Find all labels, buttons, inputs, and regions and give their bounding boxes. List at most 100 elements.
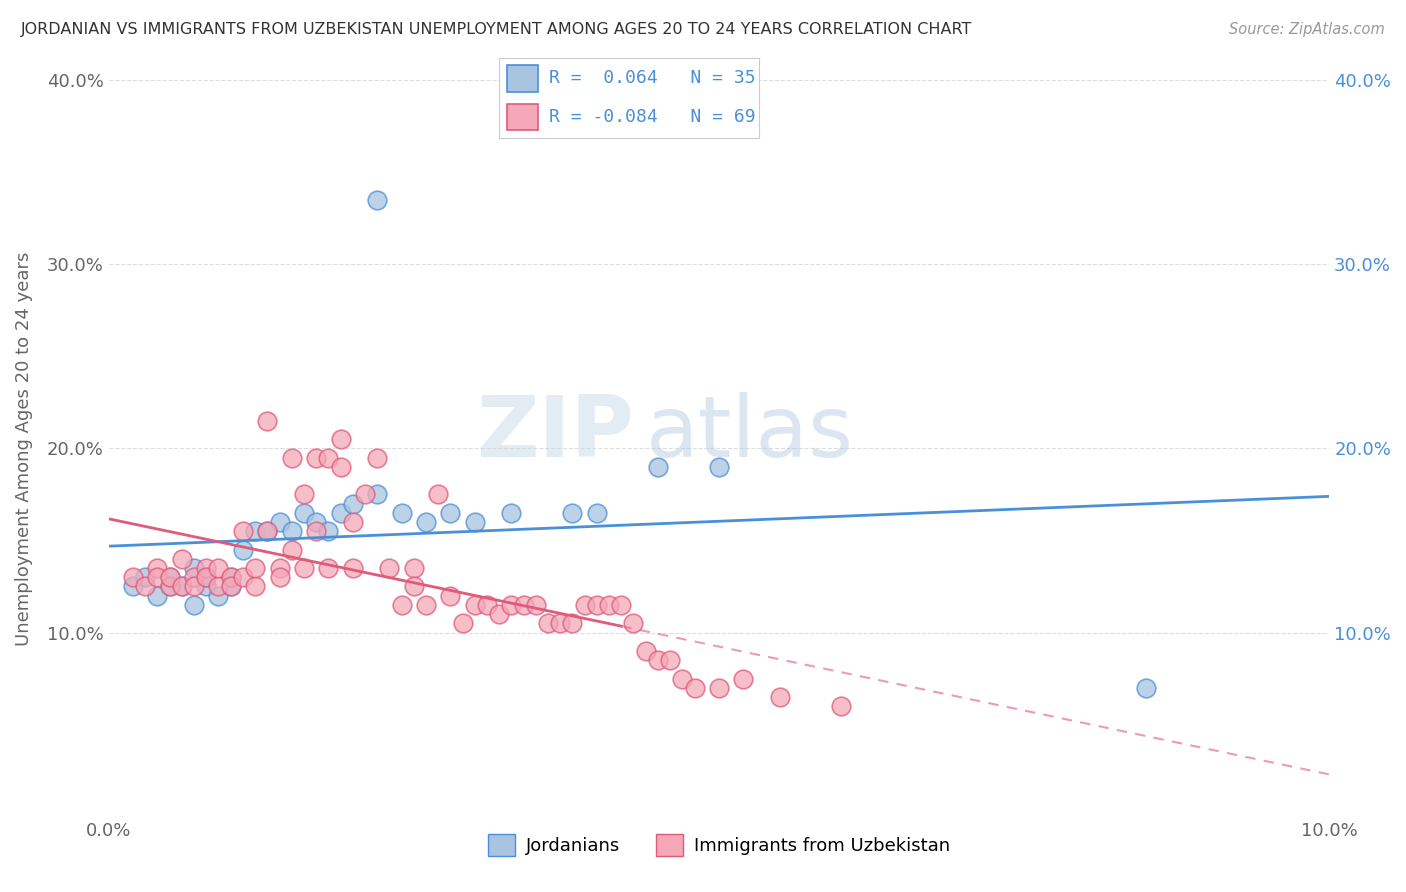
Legend: Jordanians, Immigrants from Uzbekistan: Jordanians, Immigrants from Uzbekistan bbox=[481, 826, 957, 863]
Point bbox=[366, 193, 388, 207]
Point bbox=[243, 579, 266, 593]
Point bbox=[451, 616, 474, 631]
Text: ZIP: ZIP bbox=[475, 392, 634, 475]
Point bbox=[366, 450, 388, 465]
Point bbox=[524, 598, 547, 612]
Y-axis label: Unemployment Among Ages 20 to 24 years: Unemployment Among Ages 20 to 24 years bbox=[15, 252, 32, 646]
Point bbox=[232, 570, 254, 584]
Point bbox=[464, 598, 486, 612]
Point bbox=[391, 598, 413, 612]
Point bbox=[243, 561, 266, 575]
Point bbox=[329, 506, 352, 520]
Point bbox=[342, 515, 364, 529]
Point bbox=[488, 607, 510, 621]
Point bbox=[183, 570, 205, 584]
Point bbox=[269, 561, 291, 575]
Point bbox=[683, 681, 706, 695]
Bar bbox=[508, 65, 538, 92]
Point bbox=[159, 570, 181, 584]
Point bbox=[183, 561, 205, 575]
Point bbox=[219, 579, 242, 593]
Text: R =  0.064   N = 35: R = 0.064 N = 35 bbox=[548, 70, 755, 87]
Point bbox=[183, 598, 205, 612]
Point bbox=[170, 551, 193, 566]
Point bbox=[195, 561, 218, 575]
Point bbox=[561, 506, 583, 520]
Point bbox=[475, 598, 498, 612]
Point bbox=[623, 616, 645, 631]
Point bbox=[256, 414, 278, 428]
Point bbox=[134, 570, 156, 584]
Point bbox=[439, 589, 461, 603]
Point bbox=[146, 570, 169, 584]
Text: JORDANIAN VS IMMIGRANTS FROM UZBEKISTAN UNEMPLOYMENT AMONG AGES 20 TO 24 YEARS C: JORDANIAN VS IMMIGRANTS FROM UZBEKISTAN … bbox=[21, 22, 973, 37]
Point bbox=[830, 699, 852, 714]
Point bbox=[219, 570, 242, 584]
Point bbox=[170, 579, 193, 593]
Point bbox=[146, 589, 169, 603]
Point bbox=[647, 653, 669, 667]
Point bbox=[769, 690, 792, 704]
Point bbox=[378, 561, 401, 575]
Point bbox=[427, 487, 450, 501]
Text: Source: ZipAtlas.com: Source: ZipAtlas.com bbox=[1229, 22, 1385, 37]
Point bbox=[501, 598, 523, 612]
Point bbox=[561, 616, 583, 631]
Point bbox=[415, 598, 437, 612]
Point bbox=[195, 570, 218, 584]
Point bbox=[659, 653, 682, 667]
Point bbox=[318, 524, 340, 539]
Point bbox=[707, 681, 730, 695]
Point bbox=[634, 644, 657, 658]
Point bbox=[159, 579, 181, 593]
Point bbox=[280, 542, 302, 557]
Point bbox=[329, 459, 352, 474]
Text: R = -0.084   N = 69: R = -0.084 N = 69 bbox=[548, 108, 755, 126]
Point bbox=[305, 524, 328, 539]
Point bbox=[318, 450, 340, 465]
Point bbox=[598, 598, 620, 612]
Point bbox=[232, 542, 254, 557]
Point bbox=[122, 579, 145, 593]
Point bbox=[464, 515, 486, 529]
Point bbox=[207, 579, 229, 593]
Point bbox=[318, 561, 340, 575]
Point bbox=[159, 570, 181, 584]
Point bbox=[183, 579, 205, 593]
Point bbox=[366, 487, 388, 501]
Point bbox=[439, 506, 461, 520]
Point bbox=[415, 515, 437, 529]
Point bbox=[269, 515, 291, 529]
Point bbox=[586, 506, 609, 520]
Point bbox=[280, 524, 302, 539]
Point bbox=[391, 506, 413, 520]
Point bbox=[342, 497, 364, 511]
Point bbox=[647, 459, 669, 474]
Point bbox=[548, 616, 571, 631]
Point bbox=[402, 561, 425, 575]
Point bbox=[610, 598, 633, 612]
Point bbox=[232, 524, 254, 539]
Point bbox=[402, 579, 425, 593]
Point bbox=[707, 459, 730, 474]
Point bbox=[195, 570, 218, 584]
Point bbox=[159, 579, 181, 593]
Point bbox=[207, 589, 229, 603]
Point bbox=[280, 450, 302, 465]
Point bbox=[305, 515, 328, 529]
Point bbox=[501, 506, 523, 520]
Point bbox=[305, 450, 328, 465]
Point bbox=[512, 598, 534, 612]
Point bbox=[134, 579, 156, 593]
Point bbox=[342, 561, 364, 575]
Point bbox=[219, 579, 242, 593]
Point bbox=[170, 579, 193, 593]
Point bbox=[292, 506, 315, 520]
Point bbox=[354, 487, 377, 501]
Point bbox=[122, 570, 145, 584]
Text: atlas: atlas bbox=[645, 392, 853, 475]
Point bbox=[219, 570, 242, 584]
Point bbox=[207, 561, 229, 575]
Point bbox=[146, 561, 169, 575]
Point bbox=[574, 598, 596, 612]
